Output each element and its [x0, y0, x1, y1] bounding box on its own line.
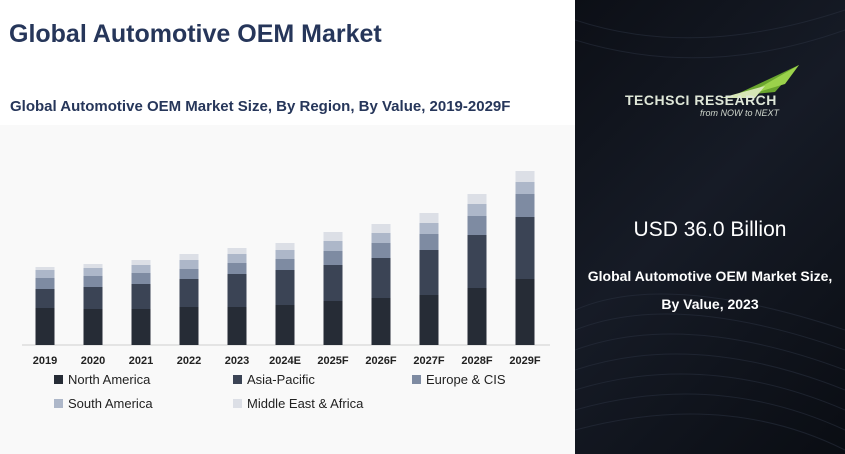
bar-segment-2019-1: [35, 289, 55, 308]
bar-segment-2020-2: [83, 276, 103, 287]
bar-segment-2021-2: [131, 273, 151, 284]
legend-label: South America: [68, 396, 153, 411]
legend-label: North America: [68, 372, 151, 387]
bar-segment-2024E-0: [275, 305, 295, 345]
bar-segment-2025F-3: [323, 241, 343, 251]
x-tick-label: 2029F: [509, 355, 540, 367]
bar-segment-2025F-4: [323, 232, 343, 241]
x-tick-label: 2028F: [461, 355, 492, 367]
legend-item: Middle East & Africa: [233, 396, 363, 411]
bar-segment-2023-3: [227, 254, 247, 263]
logo-swoosh-icon: [721, 65, 799, 98]
bar-segment-2022-3: [179, 260, 199, 269]
x-tick-label: 2024E: [269, 355, 301, 367]
legend-swatch: [54, 375, 63, 384]
bar-segment-2027F-2: [419, 234, 439, 250]
bar-segment-2028F-2: [467, 216, 487, 235]
bar-segment-2028F-1: [467, 235, 487, 288]
bar-segment-2020-1: [83, 287, 103, 309]
bar-segment-2019-3: [35, 270, 55, 278]
bar-segment-2024E-3: [275, 250, 295, 259]
legend-item: South America: [54, 396, 153, 411]
x-tick-label: 2023: [225, 355, 249, 367]
bar-segment-2026F-2: [371, 243, 391, 258]
legend-item: Asia-Pacific: [233, 372, 315, 387]
bar-segment-2025F-1: [323, 265, 343, 301]
description-line-1: Global Automotive OEM Market Size,: [587, 268, 833, 284]
bar-segment-2019-2: [35, 278, 55, 289]
techsci-logo: TECHSCI RESEARCH from NOW to NEXT: [625, 62, 825, 122]
legend-swatch: [412, 375, 421, 384]
market-size-description: Global Automotive OEM Market Size, By Va…: [575, 262, 845, 318]
legend-label: Europe & CIS: [426, 372, 506, 387]
x-tick-label: 2020: [81, 355, 105, 367]
chart-subtitle: Global Automotive OEM Market Size, By Re…: [10, 98, 511, 115]
bar-segment-2026F-4: [371, 224, 391, 233]
bar-segment-2022-2: [179, 269, 199, 279]
bar-segment-2029F-2: [515, 194, 535, 217]
bar-segment-2022-1: [179, 279, 199, 307]
legend-item: Europe & CIS: [412, 372, 506, 387]
bar-segment-2023-4: [227, 248, 247, 254]
bar-segment-2026F-1: [371, 258, 391, 298]
bar-segment-2027F-4: [419, 213, 439, 223]
bar-segment-2023-0: [227, 307, 247, 345]
bar-segment-2024E-1: [275, 270, 295, 305]
chart-panel: 2019 2020 2021 2022 2023 2024E 2025F 2026F 2027F…: [0, 125, 575, 454]
info-panel: TECHSCI RESEARCH from NOW to NEXT USD 36…: [575, 0, 845, 454]
bar-segment-2029F-1: [515, 217, 535, 279]
x-tick-label: 2021: [129, 355, 153, 367]
logo-wordmark: TECHSCI RESEARCH: [625, 92, 777, 108]
bar-segment-2020-3: [83, 268, 103, 276]
x-tick-label: 2025F: [317, 355, 348, 367]
bar-segment-2021-1: [131, 284, 151, 309]
legend-item: North America: [54, 372, 150, 387]
bar-segment-2026F-3: [371, 233, 391, 243]
background-pattern: [575, 9, 845, 451]
bar-segment-2021-4: [131, 260, 151, 265]
bar-segment-2021-3: [131, 265, 151, 273]
page-title: Global Automotive OEM Market: [9, 20, 382, 48]
bar-segment-2023-2: [227, 263, 247, 274]
bar-segment-2026F-0: [371, 298, 391, 345]
bar-segment-2029F-0: [515, 279, 535, 345]
bar-segment-2027F-1: [419, 250, 439, 295]
chart-section: Global Automotive OEM Market Global Auto…: [0, 20, 575, 454]
bar-segment-2022-0: [179, 307, 199, 345]
x-tick-label: 2027F: [413, 355, 444, 367]
market-size-value: USD 36.0 Billion: [633, 218, 787, 241]
legend-label: Middle East & Africa: [247, 396, 364, 411]
bar-segment-2028F-4: [467, 194, 487, 204]
x-tick-label: 2019: [33, 355, 57, 367]
bar-segment-2028F-0: [467, 288, 487, 345]
bar-segment-2024E-2: [275, 259, 295, 270]
bar-segment-2023-1: [227, 274, 247, 307]
x-tick-label: 2026F: [365, 355, 396, 367]
stacked-bar-chart: 2019 2020 2021 2022 2023 2024E 2025F 2026F 2027F…: [22, 171, 550, 367]
bar-segment-2019-0: [35, 308, 55, 345]
logo-tagline: from NOW to NEXT: [700, 108, 780, 118]
legend-label: Asia-Pacific: [247, 372, 315, 387]
legend-swatch: [233, 375, 242, 384]
bar-segment-2019-4: [35, 267, 55, 270]
bar-segment-2021-0: [131, 309, 151, 345]
bar-segment-2028F-3: [467, 204, 487, 216]
bar-segment-2020-4: [83, 264, 103, 268]
bar-segment-2025F-2: [323, 251, 343, 265]
bar-segment-2029F-3: [515, 182, 535, 194]
x-tick-label: 2022: [177, 355, 201, 367]
legend-swatch: [54, 399, 63, 408]
legend-swatch: [233, 399, 242, 408]
bar-segment-2027F-0: [419, 295, 439, 345]
bar-segment-2027F-3: [419, 223, 439, 234]
bar-segment-2024E-4: [275, 243, 295, 250]
description-line-2: By Value, 2023: [661, 296, 759, 312]
bar-segment-2025F-0: [323, 301, 343, 345]
bar-segment-2020-0: [83, 309, 103, 345]
bar-segment-2022-4: [179, 254, 199, 260]
bar-segment-2029F-4: [515, 171, 535, 182]
